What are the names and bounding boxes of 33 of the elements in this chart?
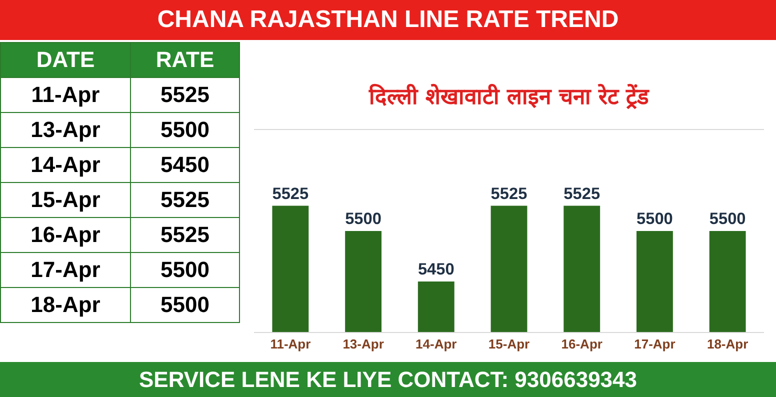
text: RATE	[130, 42, 240, 78]
x-tick-label: 13-Apr	[342, 336, 384, 352]
text: SERVICE LENE KE LIYE CONTACT: 9306639343	[0, 362, 776, 397]
data-label: 5500	[709, 210, 746, 228]
text: 17-Apr	[0, 252, 130, 288]
data-label: 5500	[345, 210, 382, 228]
x-tick-label: 14-Apr	[416, 336, 457, 352]
x-tick-label: 17-Apr	[634, 336, 676, 352]
chart-title: दिल्ली शेखावाटी लाइन चना रेट ट्रेंड	[368, 82, 650, 110]
text: 18-Apr	[0, 288, 130, 322]
text: 11-Apr	[0, 78, 130, 112]
text: 5500	[130, 288, 240, 322]
text: 5525	[130, 218, 240, 252]
x-tick-label: 11-Apr	[270, 336, 311, 352]
text: 5450	[130, 148, 240, 182]
data-label: 5525	[564, 184, 600, 203]
data-label: 5450	[418, 260, 454, 279]
data-label: 5500	[636, 210, 673, 228]
text: 13-Apr	[0, 112, 130, 148]
text: 16-Apr	[0, 218, 130, 252]
x-tick-label: 16-Apr	[561, 336, 602, 352]
x-tick-label: 18-Apr	[706, 336, 748, 352]
text: 5500	[130, 112, 240, 148]
x-tick-label: 15-Apr	[488, 336, 530, 352]
data-label: 5525	[272, 184, 309, 203]
text: 5500	[130, 252, 240, 288]
text: DATE	[0, 42, 130, 78]
text: 5525	[130, 78, 240, 112]
chart-subtitle: CHANA RAJASTHAN LINE RATE TREND	[0, 0, 776, 40]
text: 15-Apr	[0, 182, 130, 218]
text: 14-Apr	[0, 148, 130, 182]
text: 5525	[130, 182, 240, 218]
data-label: 5525	[490, 184, 528, 203]
